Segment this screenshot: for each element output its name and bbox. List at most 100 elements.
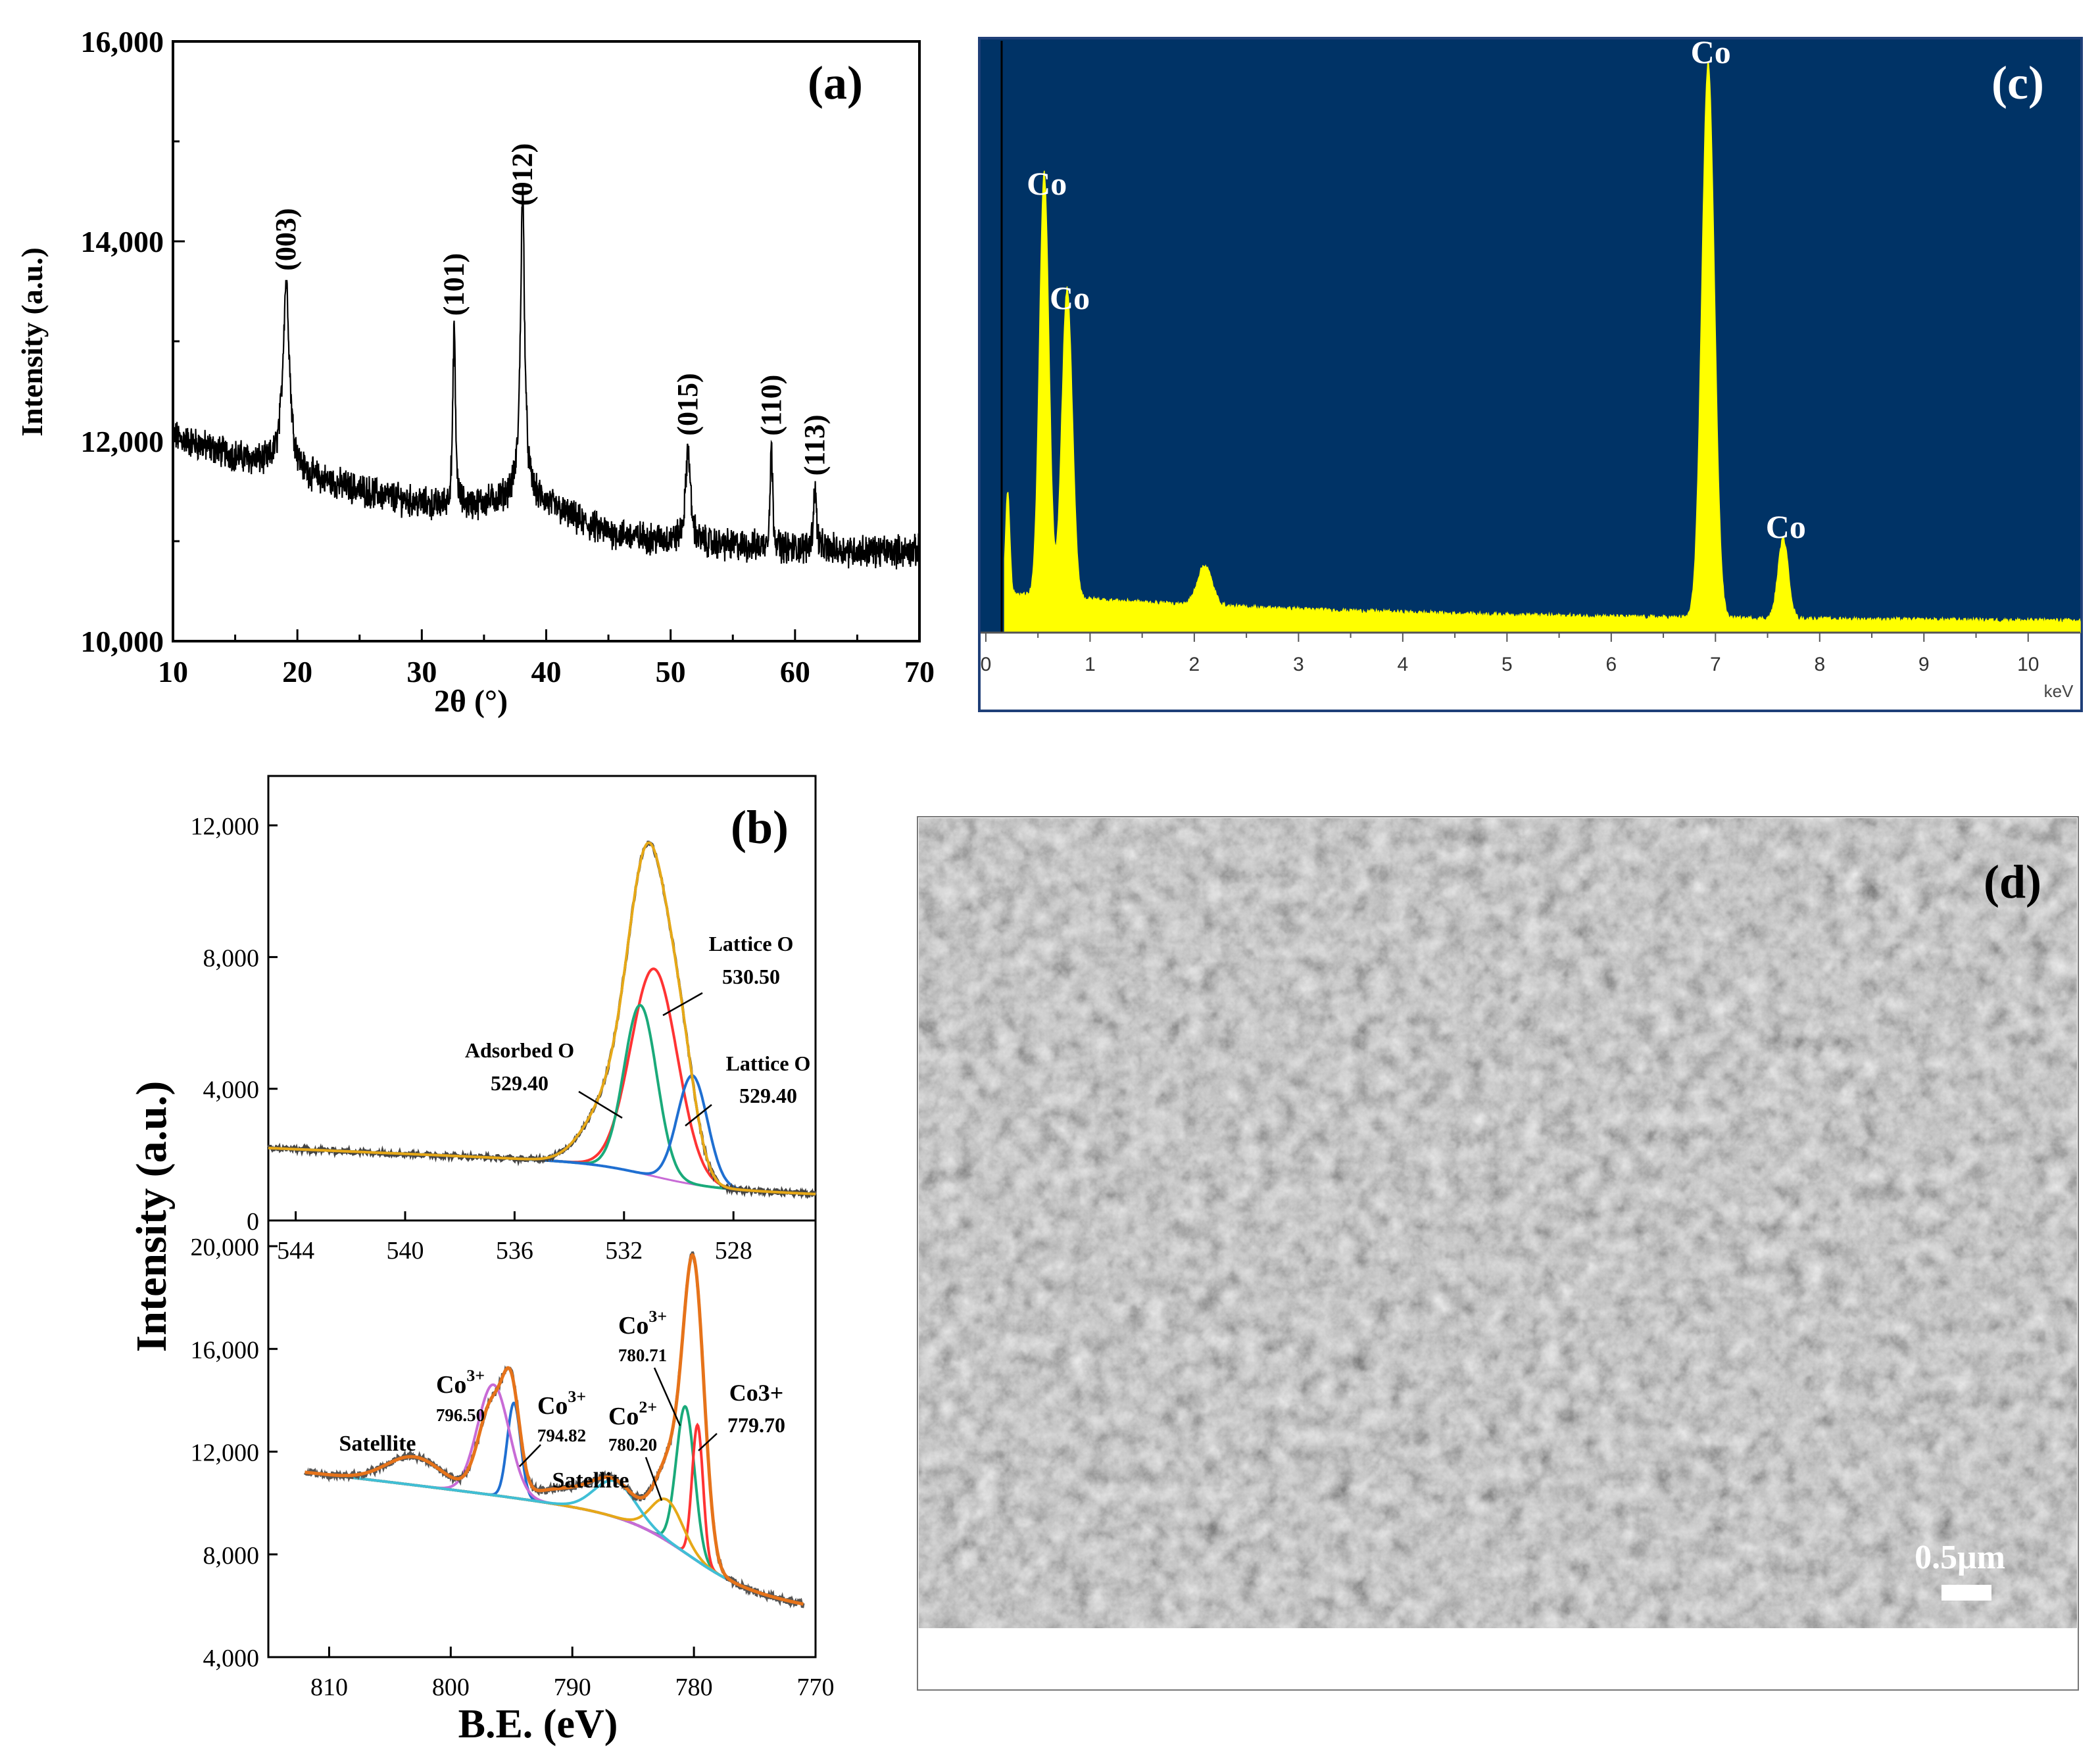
- eds-peak-label: Co: [1766, 508, 1806, 545]
- xrd-peak-label: (113): [798, 415, 831, 476]
- xps-co2p-annotation-label: Co3+: [618, 1307, 667, 1340]
- eds-x-tick-label: 1: [1085, 654, 1096, 675]
- eds-x-tick-label: 0: [981, 654, 992, 675]
- eds-x-tick-label: 5: [1502, 654, 1513, 675]
- eds-panel: 0 1 2 3 4 5 6 7 8 9 10 Co Co Co Co (c) keV: [978, 34, 2083, 712]
- xps-co2p-annotation-label: Co3+: [729, 1380, 784, 1406]
- xps-o1s-raw-data: [267, 840, 817, 1199]
- xrd-x-tick-label: 30: [406, 655, 437, 688]
- xps-co2p-annotation-label: Satellite: [339, 1432, 416, 1456]
- xrd-panel: 10 20 30 40 50 60 70 10,000 12,000 14,000 16,000 (…: [15, 25, 935, 719]
- eds-x-tick-label: 7: [1710, 654, 1721, 675]
- xrd-peak-labels: (003) (101) (012) (015) (110) (113): [270, 143, 831, 476]
- xrd-peak-label: (110): [755, 375, 787, 436]
- xps-y-axis-label: Intensity (a.u.): [128, 1081, 176, 1353]
- xps-co2p-annotation-label: Co2+: [608, 1397, 657, 1430]
- eds-peak-label: Co: [1050, 279, 1090, 316]
- xps-annotation-leader: [645, 1457, 663, 1501]
- sem-scale-bar: [1941, 1585, 1991, 1601]
- xps-co2p-y-tick-label: 4,000: [203, 1645, 260, 1672]
- panel-d-label: (d): [1984, 856, 2041, 908]
- xps-o1s-y-tick-label: 0: [247, 1208, 259, 1236]
- xps-co2p-curves: [303, 1251, 805, 1608]
- xps-annotation-leader: [662, 992, 703, 1017]
- xps-o1s-component-curve: [268, 1003, 816, 1195]
- xps-co2p-annotation-value: 780.71: [618, 1345, 667, 1365]
- xps-co2p-x-tick-label: 790: [554, 1674, 591, 1701]
- xrd-x-tick-label: 40: [531, 655, 562, 688]
- xps-co2p-y-tick-label: 20,000: [191, 1234, 260, 1261]
- xps-o1s-x-tick-label: 528: [715, 1237, 752, 1265]
- eds-peak-labels: Co Co Co Co: [1027, 34, 1806, 545]
- xps-annotation-leader: [519, 1444, 541, 1467]
- eds-peak-label: Co: [1691, 34, 1731, 70]
- xps-o1s-y-tick-label: 12,000: [191, 813, 260, 840]
- sem-panel: (d) 0.5μm: [917, 816, 2079, 1691]
- xps-o1s-y-tick-label: 4,000: [203, 1076, 260, 1104]
- eds-ticks: 0 1 2 3 4 5 6 7 8 9 10: [981, 633, 2039, 675]
- xps-o1s-annotation-value: 529.40: [739, 1084, 797, 1107]
- eds-x-tick-label: 2: [1189, 654, 1200, 675]
- xps-co2p-y-tick-label: 8,000: [203, 1542, 260, 1570]
- xps-o1s-annotation-label: Adsorbed O: [465, 1038, 574, 1062]
- xps-x-axis-label: B.E. (eV): [458, 1702, 618, 1747]
- xrd-x-tick-label: 60: [780, 655, 810, 688]
- xps-o1s-annotation-label: Lattice O: [709, 932, 794, 955]
- sem-scale-bar-label: 0.5μm: [1915, 1539, 2005, 1576]
- eds-x-tick-label: 6: [1605, 654, 1617, 675]
- xps-panel: 544 540 536 532 528 0 4,000 8,000 12,000 810 800 7…: [128, 775, 835, 1747]
- xps-o1s-annotation-value: 529.40: [491, 1071, 549, 1095]
- xps-o1s-y-tick-label: 8,000: [203, 944, 260, 972]
- xrd-y-tick-label: 12,000: [81, 425, 164, 458]
- panel-a-label: (a): [808, 57, 863, 109]
- xps-co2p-annotation-value: 796.50: [436, 1405, 485, 1425]
- xps-o1s-x-tick-label: 532: [605, 1237, 643, 1265]
- xps-o1s-annotation-value: 530.50: [722, 965, 780, 988]
- eds-spectrum-background: [981, 39, 2080, 633]
- xrd-x-tick-label: 20: [282, 655, 312, 688]
- xps-o1s-x-tick-label: 540: [387, 1237, 424, 1265]
- xrd-x-axis-label: 2θ (°): [434, 684, 508, 719]
- xrd-peak-label: (003): [270, 208, 302, 270]
- eds-x-tick-label: 4: [1398, 654, 1409, 675]
- xrd-x-tick-label: 70: [904, 655, 935, 688]
- xrd-y-axis-label: Intensity (a.u.): [15, 247, 49, 437]
- xps-o1s-annotation-label: Lattice O: [726, 1051, 811, 1075]
- xps-annotation-leader: [578, 1090, 623, 1119]
- xps-co2p-component-curve: [305, 1470, 804, 1606]
- xps-co2p-annotation-value: 779.70: [727, 1413, 785, 1437]
- xrd-y-tick-label: 14,000: [81, 225, 164, 258]
- xps-o1s-envelope-curve: [268, 841, 816, 1195]
- xps-annotations: Lattice O 530.50 Adsorbed O 529.40 Lattice O…: [339, 932, 810, 1501]
- xrd-x-tick-label: 10: [158, 655, 188, 688]
- xps-annotation-leader: [698, 1433, 718, 1451]
- xps-co2p-annotation-label: Co3+: [436, 1366, 485, 1399]
- xps-plot-frame: [267, 775, 817, 1658]
- xps-o1s-curves: [267, 840, 817, 1199]
- xps-o1s-ticks: 544 540 536 532 528 0 4,000 8,000 12,000: [191, 813, 752, 1265]
- xrd-y-tick-label: 10,000: [81, 625, 164, 658]
- xps-co2p-annotation-value: 780.20: [608, 1435, 657, 1455]
- xps-co2p-y-tick-label: 12,000: [191, 1439, 260, 1467]
- eds-spectrum-area: [1004, 61, 2081, 633]
- xps-annotation-leader: [653, 1367, 681, 1426]
- xrd-x-tick-label: 50: [656, 655, 686, 688]
- xrd-pattern-line: [172, 185, 920, 569]
- panel-c-label: (c): [1991, 57, 2044, 109]
- xps-co2p-annotation-label: Satellite: [552, 1468, 629, 1493]
- xps-o1s-x-tick-label: 544: [277, 1237, 314, 1265]
- eds-x-tick-label: 8: [1814, 654, 1825, 675]
- eds-x-tick-label: 3: [1293, 654, 1304, 675]
- eds-x-tick-label: 10: [2017, 654, 2039, 675]
- xrd-peak-label: (101): [438, 253, 470, 316]
- sem-micrograph: [919, 818, 2077, 1628]
- xps-co2p-x-tick-label: 800: [432, 1674, 470, 1701]
- xps-annotation-leader: [685, 1104, 712, 1126]
- xps-co2p-annotation-value: 794.82: [537, 1426, 586, 1445]
- eds-x-axis-unit: keV: [2044, 681, 2074, 701]
- xrd-ticks: 10 20 30 40 50 60 70 10,000 12,000 14,000 16,000: [81, 25, 935, 688]
- xrd-peak-label: (012): [506, 143, 539, 206]
- eds-x-tick-label: 9: [1918, 654, 1930, 675]
- xps-co2p-x-tick-label: 780: [675, 1674, 713, 1701]
